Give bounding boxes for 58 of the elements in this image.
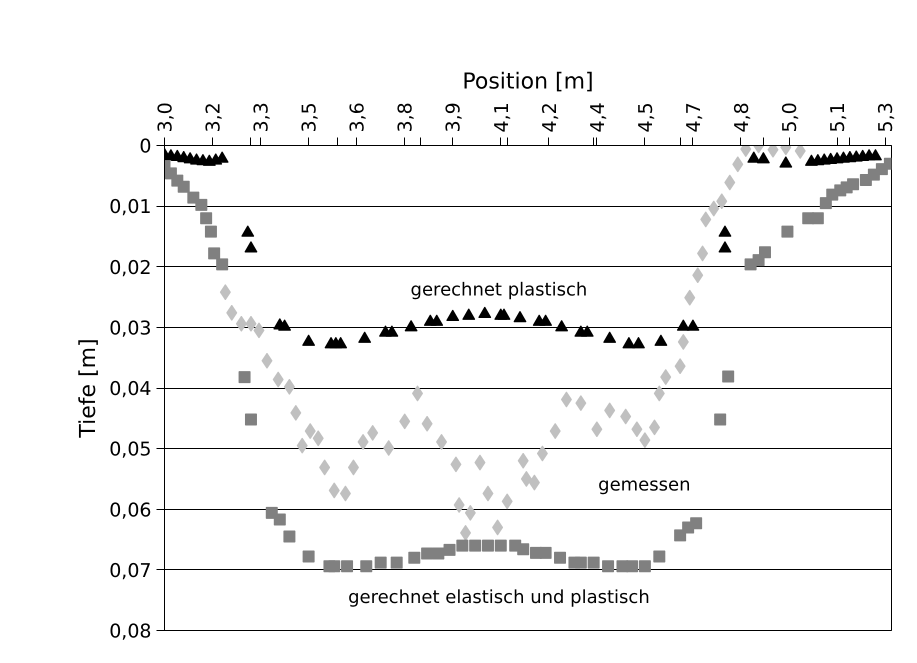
x-tick-label: 4,4 [586, 102, 609, 132]
point [241, 225, 254, 237]
y-tick-label: 0,02 [109, 256, 152, 279]
point [478, 306, 492, 318]
point [404, 320, 418, 332]
x-axis-title: Position [m] [462, 69, 594, 94]
point [430, 314, 444, 326]
y-tick-label: 0,04 [109, 378, 152, 400]
y-tick-label: 0,03 [109, 317, 152, 340]
point [446, 310, 460, 322]
point [462, 308, 476, 320]
x-tick-label: 3,6 [346, 102, 369, 132]
y-tick-label: 0,08 [109, 620, 152, 642]
point [334, 336, 348, 348]
point [358, 331, 372, 343]
x-tick-label: 3,0 [154, 102, 176, 132]
x-tick-label: 4,2 [538, 102, 561, 132]
point [756, 152, 770, 164]
x-tick-label: 3,3 [250, 102, 273, 132]
x-tick-label: 4,7 [682, 102, 705, 132]
y-axis-title: Tiefe [m] [76, 338, 102, 439]
x-tick-label: 4,1 [490, 102, 513, 132]
point [718, 225, 732, 237]
point [603, 331, 616, 343]
y-tick-label: 0,01 [109, 196, 152, 218]
x-tick-label: 3,5 [298, 102, 321, 132]
x-tick-label: 5,1 [827, 102, 850, 132]
point [747, 151, 760, 163]
series-label: gerechnet elastisch und plastisch [348, 587, 650, 608]
y-tick-label: 0,06 [109, 499, 152, 522]
y-tick-label: 0 [139, 136, 152, 158]
point [654, 334, 668, 346]
x-tick-label: 5,3 [875, 102, 898, 132]
point [513, 310, 526, 322]
point [244, 241, 258, 253]
x-tick-label: 5,0 [779, 102, 802, 132]
point [779, 156, 792, 168]
point [385, 325, 398, 337]
point [497, 308, 510, 320]
point [555, 320, 568, 332]
point [868, 148, 882, 160]
point [622, 336, 636, 348]
point [686, 319, 700, 331]
x-tick-label: 3,9 [442, 102, 465, 132]
point [580, 325, 594, 337]
x-tick-label: 4,8 [730, 102, 753, 132]
text: gemessen [598, 474, 691, 496]
point [278, 319, 292, 331]
point [632, 336, 645, 348]
series-label: gerechnet plastisch [410, 279, 588, 300]
x-tick-label: 4,5 [634, 102, 657, 132]
point [718, 241, 732, 253]
y-tick-label: 0,07 [109, 560, 152, 582]
point [539, 314, 552, 326]
x-tick-label: 3,8 [394, 102, 417, 132]
x-tick-label: 3,2 [202, 102, 225, 132]
point [302, 334, 316, 346]
y-tick-label: 0,05 [109, 438, 152, 461]
